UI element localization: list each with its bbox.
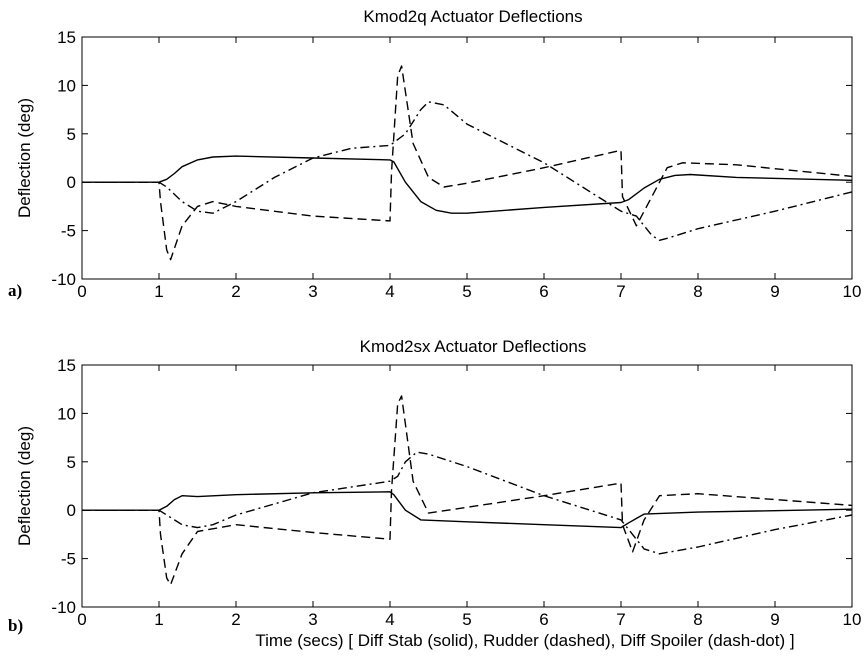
x-tick-label: 0: [77, 610, 86, 629]
y-tick-label: -5: [61, 550, 76, 569]
x-tick-label: 5: [462, 282, 471, 301]
y-axis-label: Deflection (deg): [15, 98, 34, 218]
plot-frame: [81, 364, 853, 608]
panel-b: Kmod2sx Actuator Deflections Deflection (…: [8, 337, 861, 635]
series-line-dashed: [82, 65, 853, 261]
x-tick-label: 8: [693, 610, 702, 629]
y-tick-label: 5: [67, 453, 76, 472]
panel-label: b): [8, 616, 23, 635]
x-tick-label: 2: [231, 282, 240, 301]
plot-frame: [81, 36, 853, 280]
x-tick-label: 10: [843, 610, 862, 629]
y-axis-label: Deflection (deg): [15, 426, 34, 546]
x-tick-label: 2: [231, 610, 240, 629]
x-tick-label: 7: [616, 282, 625, 301]
x-tick-label: 1: [154, 610, 163, 629]
x-tick-label: 4: [385, 282, 394, 301]
chart-title: Kmod2sx Actuator Deflections: [360, 337, 587, 356]
y-tick-label: 15: [57, 356, 76, 375]
y-tick-label: -10: [51, 598, 76, 617]
x-tick-label: 7: [616, 610, 625, 629]
x-tick-label: 8: [693, 282, 702, 301]
y-tick-label: 0: [67, 173, 76, 192]
y-tick-label: 15: [57, 28, 76, 47]
series-line-dashed: [82, 395, 853, 586]
y-tick-label: 5: [67, 125, 76, 144]
chart-title: Kmod2q Actuator Deflections: [363, 7, 582, 26]
x-tick-label: 6: [539, 282, 548, 301]
series-line-solid: [82, 155, 853, 214]
y-tick-label: -10: [51, 270, 76, 289]
y-tick-label: 0: [67, 501, 76, 520]
series-line-dash-dot: [82, 451, 853, 555]
x-tick-label: 0: [77, 282, 86, 301]
x-tick-label: 9: [770, 282, 779, 301]
x-tick-label: 5: [462, 610, 471, 629]
x-tick-label: 4: [385, 610, 394, 629]
series-line-solid: [82, 491, 853, 529]
series-line-dash-dot: [82, 101, 853, 242]
x-axis-label: Time (secs) [ Diff Stab (solid), Rudder …: [255, 631, 794, 650]
y-tick-label: -5: [61, 222, 76, 241]
x-tick-label: 6: [539, 610, 548, 629]
x-tick-label: 10: [843, 282, 862, 301]
x-tick-label: 3: [308, 282, 317, 301]
x-tick-label: 9: [770, 610, 779, 629]
x-tick-label: 1: [154, 282, 163, 301]
panel-label: a): [8, 281, 22, 300]
panel-a: Kmod2q Actuator Deflections Deflection (d…: [8, 7, 861, 301]
y-tick-label: 10: [57, 404, 76, 423]
x-tick-label: 3: [308, 610, 317, 629]
y-tick-label: 10: [57, 76, 76, 95]
